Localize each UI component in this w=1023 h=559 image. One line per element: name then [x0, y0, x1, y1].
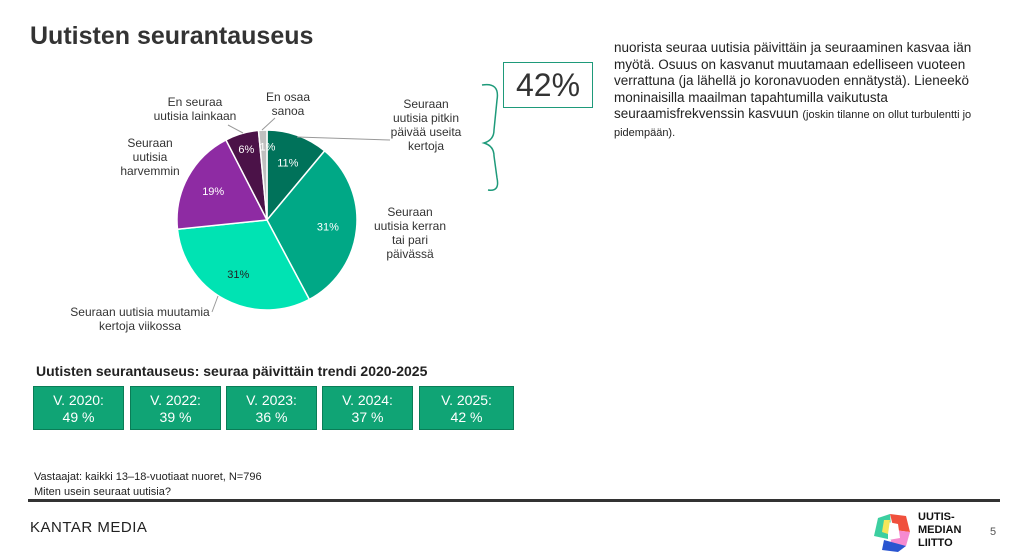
- logo-line: MEDIAN: [918, 524, 962, 536]
- label-slice-5: En seuraa uutisia lainkaan: [153, 95, 237, 123]
- leader-line-3: [211, 295, 219, 313]
- trend-box: V. 2020: 49 %: [33, 386, 124, 430]
- trend-box: V. 2025: 42 %: [419, 386, 514, 430]
- data-label: 31%: [317, 221, 339, 233]
- page-number: 5: [990, 526, 997, 538]
- data-label: 6%: [238, 144, 254, 156]
- pie-slice: [176, 138, 269, 231]
- leader-line-6: [261, 117, 276, 131]
- pie-slice: [266, 149, 358, 301]
- data-label: 19%: [202, 186, 224, 198]
- pie-slice: [257, 129, 268, 221]
- data-label: 31%: [227, 269, 249, 281]
- question-note: Miten usein seuraat uutisia?: [34, 486, 171, 498]
- trend-year: V. 2024:: [342, 392, 393, 408]
- respondents-note: Vastaajat: kaikki 13–18-vuotiaat nuoret,…: [34, 471, 262, 483]
- trend-box: V. 2023: 36 %: [226, 386, 317, 430]
- trend-year: V. 2023:: [246, 392, 297, 408]
- slide-title: Uutisten seurantauseus: [30, 22, 314, 50]
- data-label: 1%: [260, 141, 276, 153]
- trend-year: V. 2022:: [150, 392, 201, 408]
- trend-box: V. 2022: 39 %: [130, 386, 221, 430]
- uutismedian-liitto-logo-icon: [874, 514, 910, 552]
- label-slice-3: Seuraan uutisia muutamia kertoja viikoss…: [70, 305, 210, 333]
- pie-slice: [176, 219, 311, 311]
- description-note: (joskin tilanne on ollut turbulentti jo …: [614, 109, 972, 139]
- label-slice-4: Seuraan uutisia harvemmin: [120, 136, 180, 178]
- trend-value: 39 %: [159, 409, 192, 425]
- description: nuorista seuraa uutisia päivittäin ja se…: [614, 40, 1004, 141]
- trend-year: V. 2025:: [441, 392, 492, 408]
- logo-text: UUTIS- MEDIAN LIITTO: [918, 511, 961, 550]
- brace-icon: [481, 83, 499, 191]
- trend-year: V. 2020:: [53, 392, 104, 408]
- leader-line-5: [227, 124, 244, 134]
- logo-line: UUTIS-: [918, 511, 955, 523]
- label-slice-2: Seuraan uutisia kerran tai pari päivässä: [373, 205, 447, 261]
- trend-value: 42 %: [450, 409, 483, 425]
- kantar-media-logo: KANTAR MEDIA: [30, 519, 148, 536]
- label-slice-1: Seuraan uutisia pitkin päivää useita ker…: [390, 97, 462, 153]
- data-label: 11%: [277, 157, 298, 169]
- label-slice-6: En osaa sanoa: [265, 90, 311, 118]
- trend-value: 36 %: [255, 409, 288, 425]
- logo-line: LIITTO: [918, 537, 953, 549]
- description-main: nuorista seuraa uutisia päivittäin ja se…: [614, 40, 972, 121]
- leader-line-1: [296, 136, 391, 141]
- divider: [28, 499, 1000, 502]
- trend-title: Uutisten seurantauseus: seuraa päivittäi…: [36, 363, 428, 379]
- trend-value: 37 %: [351, 409, 384, 425]
- trend-box: V. 2024: 37 %: [322, 386, 413, 430]
- highlight-value: 42%: [503, 62, 593, 108]
- trend-value: 49 %: [62, 409, 95, 425]
